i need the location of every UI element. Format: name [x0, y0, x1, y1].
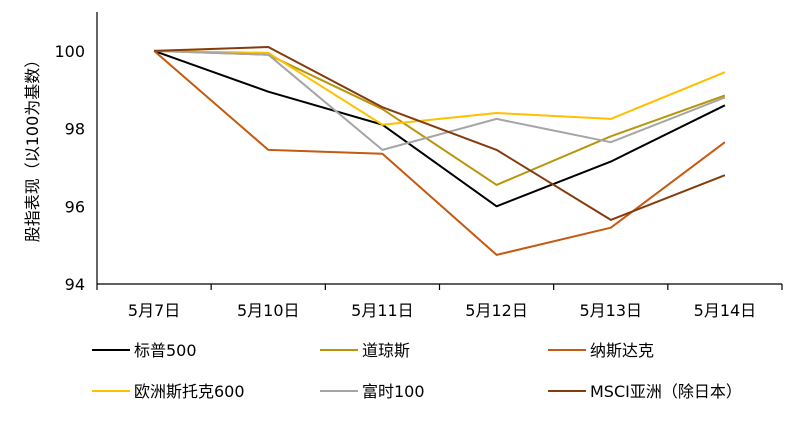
x-tick-label: 5月10日: [237, 301, 300, 320]
series-line-5: [154, 49, 726, 151]
series-line-1: [153, 49, 726, 208]
legend-item: 道琼斯: [320, 341, 410, 360]
legend-item: 富时100: [320, 382, 425, 401]
legend-item: MSCI亚洲（除日本）: [548, 382, 742, 401]
legend-label: 富时100: [362, 382, 425, 401]
y-tick-label: 96: [65, 197, 85, 216]
y-tick-label: 94: [65, 275, 85, 294]
x-tick-label: 5月13日: [579, 301, 642, 320]
x-tick-label: 5月14日: [694, 301, 757, 320]
y-tick-label: 100: [54, 42, 85, 61]
series-lines: [153, 46, 726, 256]
series-line-6: [154, 46, 726, 221]
series-line-4: [154, 49, 726, 126]
x-tick-label: 5月7日: [128, 301, 180, 320]
legend-label: 道琼斯: [362, 341, 410, 360]
x-tick-label: 5月11日: [351, 301, 414, 320]
legend-item: 纳斯达克: [548, 341, 654, 360]
legend-label: 欧洲斯托克600: [134, 382, 245, 401]
x-tick-label: 5月12日: [465, 301, 528, 320]
axes: [96, 12, 783, 290]
y-tick-label: 98: [65, 120, 85, 139]
legend-label: 标普500: [134, 341, 197, 360]
legend-label: MSCI亚洲（除日本）: [590, 382, 742, 401]
x-tick-labels: 5月7日 5月10日 5月11日 5月12日 5月13日 5月14日: [128, 301, 756, 320]
legend-item: 欧洲斯托克600: [92, 382, 245, 401]
legend-item: 标普500: [92, 341, 197, 360]
legend-label: 纳斯达克: [590, 341, 654, 360]
y-tick-labels: 94 96 98 100: [54, 42, 85, 294]
y-axis-title: 股指表现（以100为基数）: [23, 52, 42, 243]
